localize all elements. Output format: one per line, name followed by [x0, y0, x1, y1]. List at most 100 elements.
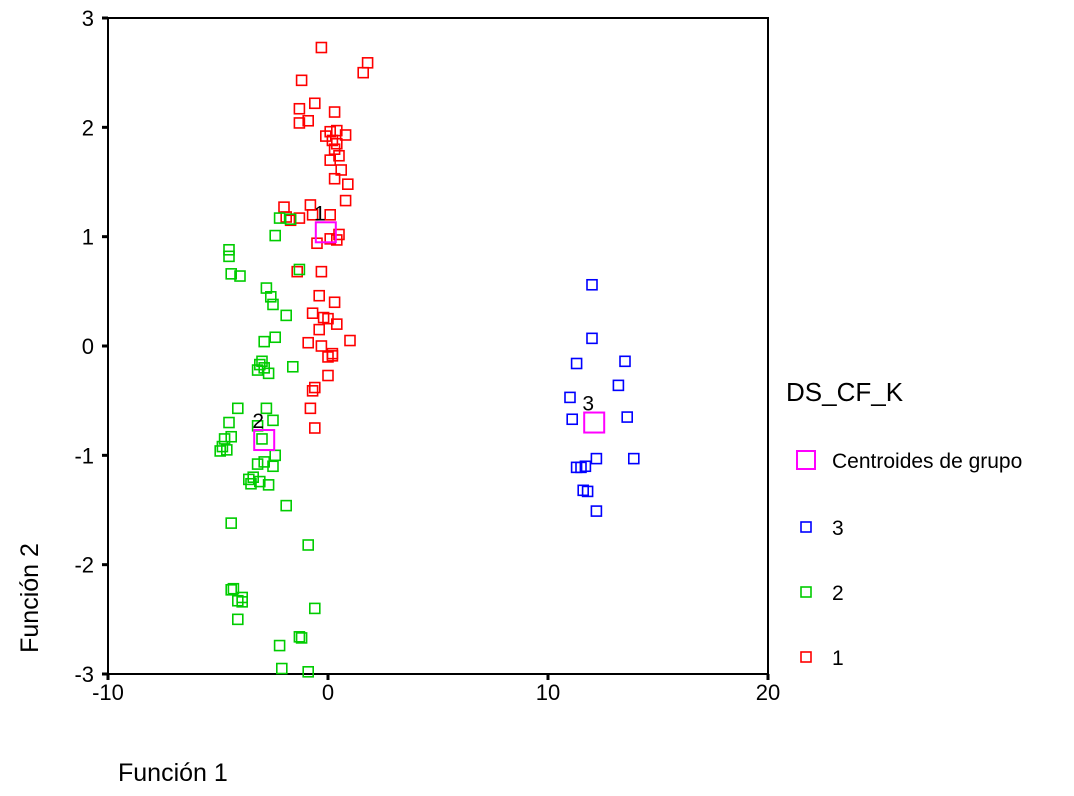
legend-title: DS_CF_K — [786, 377, 904, 407]
data-point-group-2 — [267, 460, 279, 473]
data-point-group-3 — [570, 357, 583, 370]
data-point-group-2 — [302, 539, 315, 551]
data-point-group-1 — [357, 66, 370, 79]
legend-marker — [800, 586, 812, 598]
data-point-group-2 — [251, 458, 264, 470]
data-point-group-2 — [275, 662, 288, 675]
data-point-group-3 — [621, 411, 634, 423]
data-point-group-2 — [225, 430, 237, 443]
data-point-group-2 — [232, 613, 244, 626]
data-points — [214, 41, 640, 678]
y-tick-label: 1 — [82, 225, 94, 250]
data-point-group-2 — [293, 263, 306, 276]
centroid-label: 1 — [314, 202, 326, 225]
legend-label: Centroides de grupo — [832, 450, 1022, 473]
data-point-group-1 — [308, 97, 321, 110]
data-point-group-2 — [302, 666, 315, 678]
data-point-group-2 — [232, 402, 244, 415]
data-point-group-3 — [564, 391, 576, 404]
data-point-group-1 — [304, 199, 317, 211]
data-point-group-1 — [313, 323, 326, 336]
data-point-group-3 — [586, 278, 598, 291]
axis-ticks — [102, 16, 770, 680]
data-point-group-2 — [251, 364, 264, 376]
data-point-group-2 — [273, 639, 286, 652]
legend-marker — [800, 651, 812, 663]
x-tick-label: 10 — [536, 680, 560, 705]
y-tick-label: 3 — [82, 6, 94, 31]
data-point-group-1 — [295, 74, 308, 87]
data-point-group-3 — [627, 452, 640, 465]
legend-marker — [796, 450, 816, 470]
legend-label: 3 — [832, 517, 844, 540]
y-axis-label: Función 2 — [16, 543, 44, 653]
data-point-group-3 — [612, 379, 625, 392]
data-point-group-3 — [581, 485, 594, 498]
data-point-group-1 — [315, 41, 328, 54]
data-point-group-1 — [339, 194, 352, 207]
data-point-group-2 — [223, 416, 235, 429]
x-axis-label: Función 1 — [118, 759, 228, 787]
data-point-group-1 — [328, 296, 341, 309]
data-point-group-2 — [218, 433, 231, 445]
data-point-group-1 — [293, 212, 306, 224]
data-point-group-1 — [308, 422, 321, 434]
data-point-group-2 — [295, 632, 308, 644]
data-point-group-2 — [223, 243, 235, 256]
data-point-group-3 — [566, 413, 579, 426]
data-point-group-1 — [335, 164, 348, 176]
data-point-group-1 — [328, 106, 341, 118]
data-point-group-2 — [260, 402, 273, 415]
data-point-group-1 — [339, 129, 352, 141]
centroid-label: 2 — [252, 410, 264, 433]
data-point-group-2 — [280, 309, 293, 322]
data-point-group-2 — [214, 445, 226, 457]
x-tick-label: 0 — [322, 680, 334, 705]
data-point-group-2 — [273, 212, 286, 224]
data-point-group-2 — [286, 360, 299, 373]
data-point-group-3 — [619, 355, 631, 368]
data-point-group-1 — [315, 340, 328, 352]
legend-marker — [800, 521, 812, 533]
legend: DS_CF_K Centroides de grupo 3 2 1 — [786, 377, 1022, 670]
centroid-label: 3 — [582, 393, 594, 416]
data-point-group-2 — [267, 414, 279, 427]
data-point-group-1 — [291, 265, 304, 278]
data-point-group-1 — [328, 172, 341, 185]
data-point-group-1 — [306, 307, 319, 320]
data-point-group-2 — [236, 596, 248, 608]
data-point-group-1 — [341, 178, 354, 190]
y-tick-label: -3 — [74, 662, 94, 687]
data-point-group-2 — [264, 290, 277, 303]
data-point-group-2 — [280, 499, 293, 512]
data-point-group-2 — [225, 584, 237, 596]
data-point-group-1 — [293, 117, 306, 129]
data-point-group-2 — [258, 335, 271, 348]
data-point-group-1 — [326, 350, 339, 362]
data-point-group-3 — [590, 452, 603, 465]
data-point-group-3 — [579, 460, 592, 473]
centroid-marker — [583, 411, 606, 434]
data-point-group-2 — [254, 475, 266, 488]
data-point-group-2 — [262, 479, 275, 491]
data-point-group-1 — [306, 385, 319, 397]
data-point-group-2 — [223, 250, 235, 263]
data-point-group-1 — [324, 154, 337, 166]
data-point-group-1 — [315, 265, 328, 278]
x-tick-label: 20 — [756, 680, 780, 705]
centroid-marker — [253, 429, 276, 452]
data-point-group-2 — [227, 582, 240, 595]
data-point-group-1 — [302, 114, 315, 127]
data-point-group-3 — [590, 505, 603, 517]
data-point-group-1 — [322, 369, 334, 382]
legend-entries: Centroides de grupo 3 2 1 — [796, 450, 1022, 670]
group-centroids: 1 2 3 — [252, 202, 606, 452]
centroid-marker — [314, 221, 337, 244]
data-point-group-2 — [267, 298, 279, 311]
data-point-group-1 — [308, 381, 321, 394]
data-point-group-2 — [262, 367, 275, 380]
y-tick-label: -1 — [74, 443, 94, 468]
data-point-group-3 — [586, 332, 598, 345]
